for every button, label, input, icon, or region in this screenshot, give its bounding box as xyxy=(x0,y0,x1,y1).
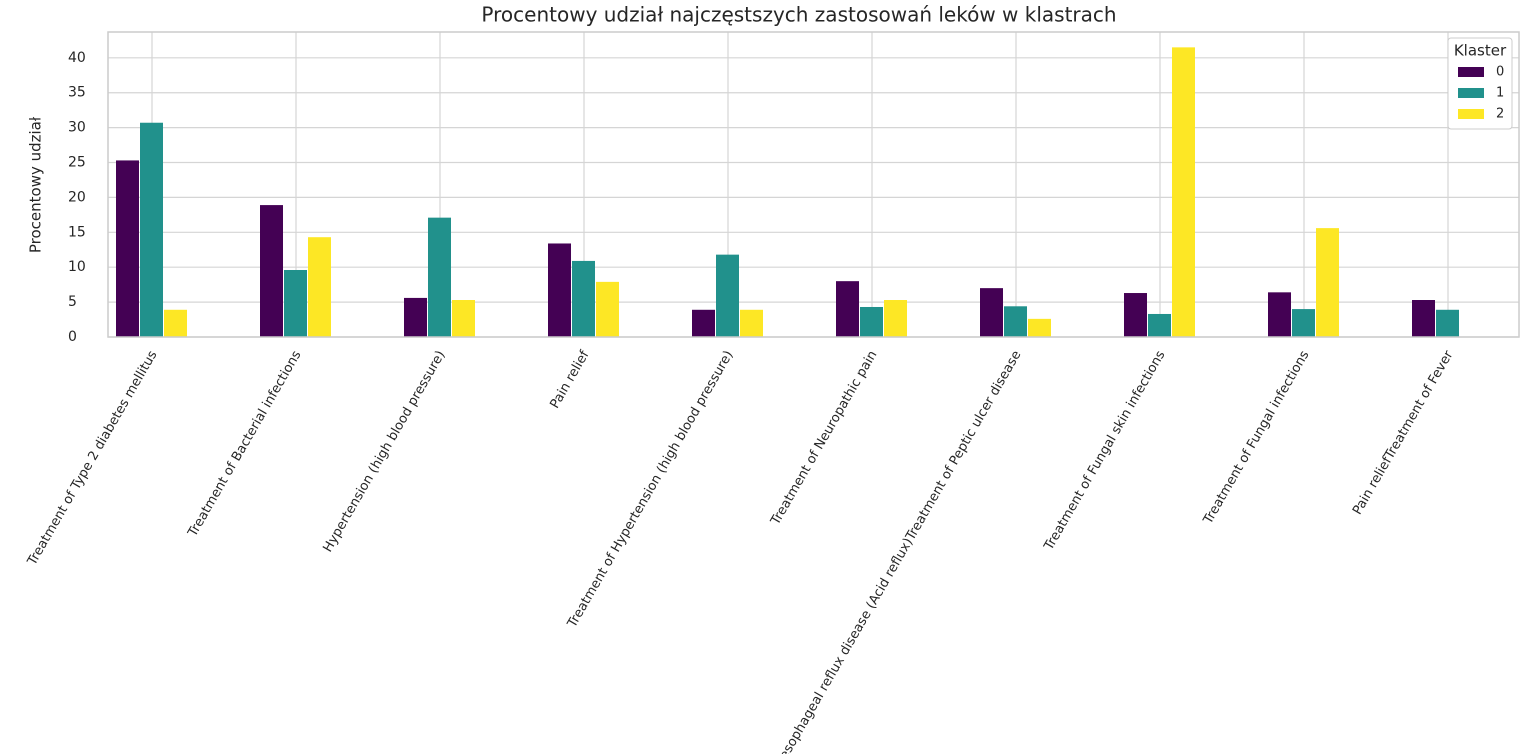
y-tick-label: 5 xyxy=(68,294,77,310)
bar xyxy=(740,309,763,337)
y-tick-label: 35 xyxy=(68,85,86,101)
x-tick-label: Pain reliefTreatment of Fever xyxy=(1350,348,1457,518)
y-axis-label: Procentowy udział xyxy=(27,116,45,253)
bar xyxy=(980,288,1003,337)
bar xyxy=(596,281,619,337)
x-tick-label: Hypertension (high blood pressure) xyxy=(320,348,448,555)
bar xyxy=(716,254,739,337)
legend-swatch xyxy=(1458,109,1484,119)
bar xyxy=(116,160,139,337)
bar xyxy=(1292,309,1315,337)
chart-title: Procentowy udział najczęstszych zastosow… xyxy=(481,3,1116,27)
x-tick-label: Treatment of Bacterial infections xyxy=(185,348,305,540)
y-tick-label: 0 xyxy=(68,329,77,345)
x-tick-label: Treatment of Fungal infections xyxy=(1200,348,1312,528)
bar xyxy=(1028,318,1051,337)
y-tick-label: 25 xyxy=(68,155,86,171)
legend-swatch xyxy=(1458,88,1484,98)
bar xyxy=(692,309,715,337)
legend-title: Klaster xyxy=(1454,42,1507,60)
bar xyxy=(1436,309,1459,337)
bar xyxy=(140,122,163,337)
bar xyxy=(284,269,307,337)
y-tick-label: 20 xyxy=(68,189,86,205)
x-tick-label: Treatment of Fungal skin infections xyxy=(1041,348,1168,554)
y-tick-label: 10 xyxy=(68,259,86,275)
legend-label: 2 xyxy=(1496,107,1504,122)
bar xyxy=(260,205,283,337)
bar xyxy=(308,237,331,337)
bar xyxy=(548,243,571,337)
bar xyxy=(1148,313,1171,337)
bar xyxy=(1412,300,1435,337)
legend-box xyxy=(1447,37,1513,130)
legend-swatch xyxy=(1458,67,1484,77)
plot-frame xyxy=(107,31,1520,338)
y-tick-label: 40 xyxy=(68,50,86,66)
bar xyxy=(1124,293,1147,337)
bar xyxy=(164,309,187,337)
bar xyxy=(404,297,427,337)
bar xyxy=(1316,228,1339,337)
bar xyxy=(1172,47,1195,338)
bar xyxy=(860,306,883,337)
bar xyxy=(428,217,451,337)
bar xyxy=(452,300,475,337)
legend: Klaster 0 1 2 xyxy=(1447,37,1513,130)
bar xyxy=(884,300,907,337)
y-tick-label: 30 xyxy=(68,120,86,136)
bar xyxy=(1004,306,1027,337)
x-tick-label: Treatment of Hypertension (high blood pr… xyxy=(565,348,737,631)
bar xyxy=(836,281,859,337)
bar xyxy=(1268,292,1291,337)
x-tick-label: Gastroesophageal reflux disease (Acid re… xyxy=(755,348,1024,754)
x-tick-label: Treatment of Neuropathic pain xyxy=(768,348,881,528)
x-tick-label: Treatment of Type 2 diabetes mellitus xyxy=(24,348,160,569)
y-tick-label: 15 xyxy=(68,224,86,240)
legend-label: 1 xyxy=(1496,86,1504,101)
legend-label: 0 xyxy=(1496,65,1504,80)
bar xyxy=(572,260,595,337)
x-tick-label: Pain relief xyxy=(547,348,592,411)
